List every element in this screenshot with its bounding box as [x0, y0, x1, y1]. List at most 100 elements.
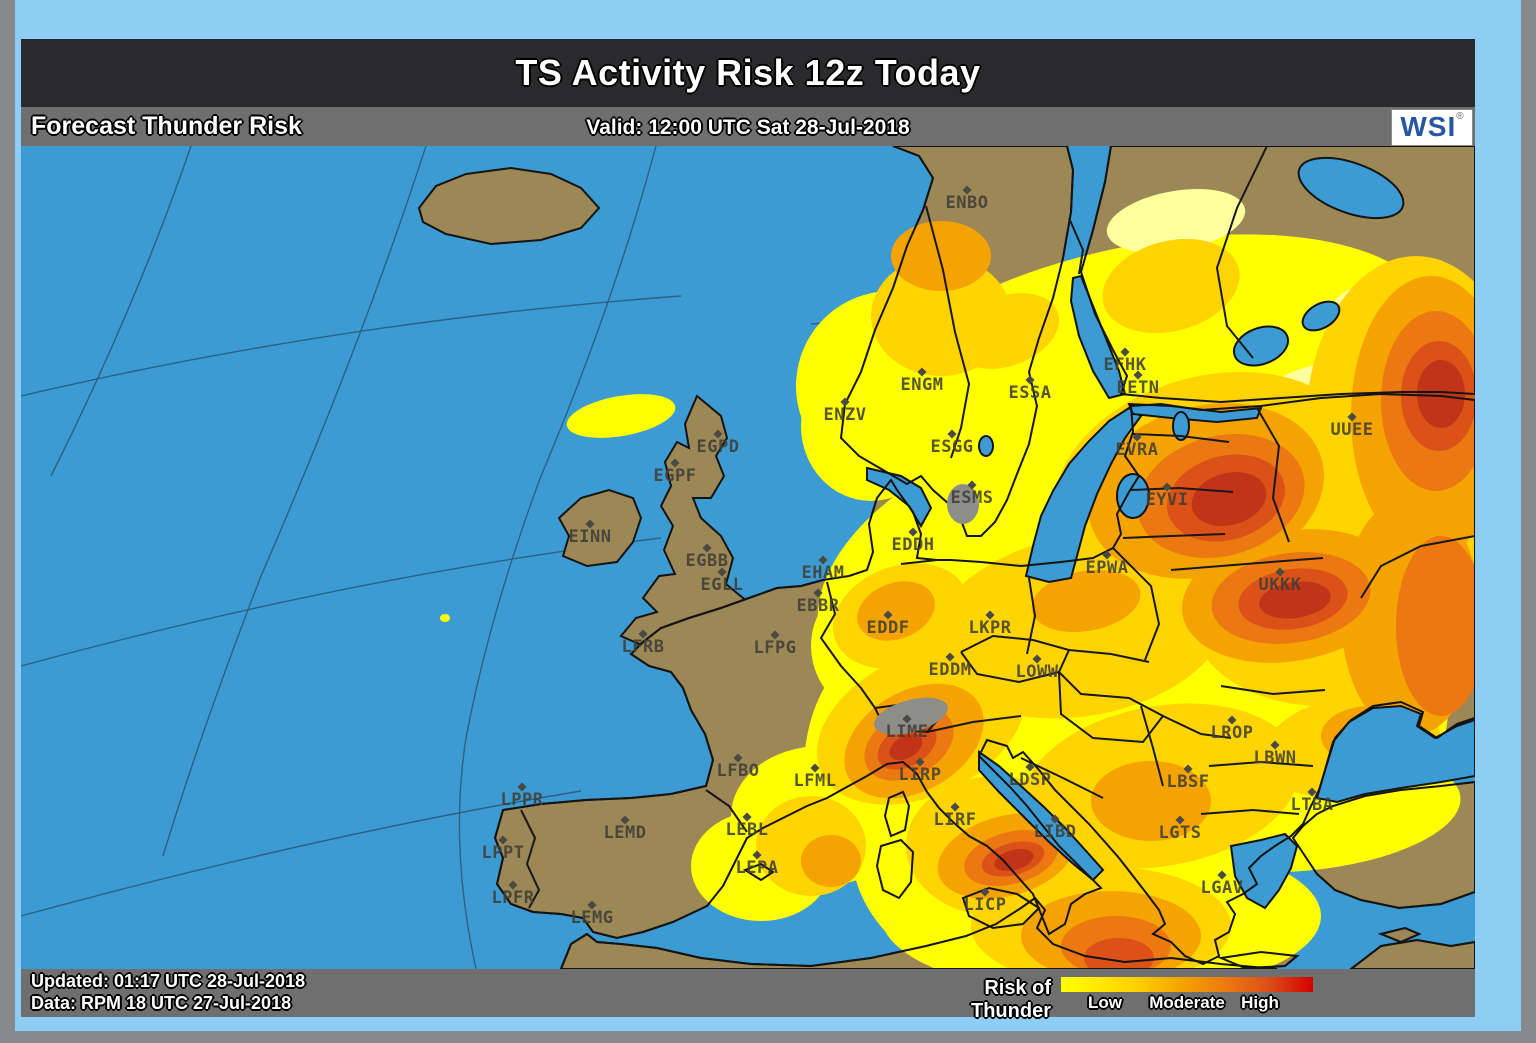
station-label: LGAV: [1201, 878, 1244, 898]
product-name-label: Forecast Thunder Risk: [31, 112, 302, 140]
risk-contour: [1396, 536, 1486, 716]
station-label: EGLL: [701, 575, 744, 595]
station-label: EYVI: [1146, 490, 1189, 510]
station-label: LPFR: [492, 888, 535, 908]
station-label: EPWA: [1086, 558, 1129, 578]
station-label: LIRP: [899, 765, 942, 785]
legend-gradient-bar: [1061, 977, 1313, 992]
footer-bar: Updated: 01:17 UTC 28-Jul-2018 Data: RPM…: [21, 969, 1475, 1022]
risk-contour: [994, 849, 1034, 871]
station-label: LOWW: [1016, 662, 1059, 682]
station-marker-icon: [1275, 567, 1285, 577]
risk-contour: [952, 293, 1060, 369]
station-label: EDDM: [929, 660, 972, 680]
station-label: EVRA: [1116, 440, 1159, 460]
station-label: EBBR: [797, 596, 840, 616]
wsi-logo-text: WSI: [1400, 111, 1457, 142]
legend-title: Risk of Thunder: [971, 977, 1051, 1022]
station-label: ENZV: [824, 405, 867, 425]
station-label: EINN: [569, 527, 612, 547]
station-marker-icon: [1270, 740, 1280, 750]
legend-label-high: High: [1241, 993, 1279, 1012]
station-label: EDDF: [867, 618, 910, 638]
station-marker-icon: [1102, 550, 1112, 560]
page-title: TS Activity Risk 12z Today: [515, 52, 981, 93]
station-marker-icon: [1025, 762, 1035, 772]
forecast-map: ENBO EGPD EGPF EINN EGBB EGLL ENZV ENGM ESGG ESMS…: [20, 145, 1526, 996]
risk-contour: [801, 835, 861, 887]
risk-contour: [801, 351, 941, 501]
station-marker-icon: [1132, 432, 1142, 442]
station-label: LIBD: [1034, 822, 1077, 842]
station-marker-icon: [1050, 814, 1060, 824]
station-label: LFML: [794, 771, 837, 791]
station-label: LTBA: [1291, 795, 1334, 815]
risk-contour: [1191, 472, 1267, 526]
risk-contour: [1031, 569, 1141, 633]
station-label: LEMG: [571, 908, 614, 928]
legend-label-moderate: Moderate: [1149, 993, 1225, 1012]
station-marker-icon: [1307, 787, 1317, 797]
risk-contour: [1417, 360, 1465, 428]
station-marker-icon: [1120, 347, 1130, 357]
water-bodies: [866, 156, 1476, 910]
station-label: LBWN: [1254, 748, 1297, 768]
station-marker-icon: [1133, 370, 1143, 380]
station-label: ENBO: [946, 193, 989, 213]
station-label: LKPR: [969, 618, 1012, 638]
station-label: LEMD: [604, 823, 647, 843]
station-marker-icon: [1025, 375, 1035, 385]
station-label: LEBL: [726, 820, 769, 840]
station-label: EETN: [1117, 378, 1160, 398]
station-label: LPPR: [501, 790, 544, 810]
risk-contour: [440, 614, 450, 622]
station-marker-icon: [1347, 412, 1357, 422]
risk-contour: [1106, 189, 1246, 253]
station-label: EHAM: [802, 563, 845, 583]
wsi-logo: WSI ®: [1391, 109, 1473, 146]
product-panel: TS Activity Risk 12z Today Forecast Thun…: [20, 39, 1526, 1022]
station-marker-icon: [1175, 815, 1185, 825]
country-borders: [520, 145, 1476, 909]
station-label: UKKK: [1259, 575, 1302, 595]
station-label: LICP: [964, 895, 1007, 915]
station-label: LFRB: [622, 637, 665, 657]
station-label: LFBO: [717, 761, 760, 781]
data-source-label: Data: RPM 18 UTC 27-Jul-2018: [31, 993, 292, 1013]
subtitle-bar: Forecast Thunder Risk Valid: 12:00 UTC S…: [21, 107, 1475, 146]
station-label: UUEE: [1331, 420, 1374, 440]
station-label: EGPD: [697, 437, 740, 457]
station-marker-icon: [1032, 654, 1042, 664]
station-label: EFHK: [1104, 355, 1147, 375]
station-label: LEPA: [736, 858, 779, 878]
station-marker-icon: [1217, 870, 1227, 880]
terrain-patches: [874, 484, 979, 735]
risk-contour: [891, 221, 991, 291]
station-label: LDSP: [1009, 770, 1052, 790]
legend-label-low: Low: [1088, 993, 1122, 1012]
updated-timestamp: Updated: 01:17 UTC 28-Jul-2018: [31, 971, 306, 991]
station-marker-icon: [1162, 482, 1172, 492]
risk-contour: [1259, 581, 1331, 619]
station-label: EGPF: [654, 466, 697, 486]
station-marker-icon: [1227, 715, 1237, 725]
risk-contour: [566, 394, 676, 438]
station-label: LPPT: [482, 843, 525, 863]
station-label: LIME: [886, 722, 929, 742]
risk-contour: [1102, 238, 1240, 334]
station-label: LIRF: [934, 810, 977, 830]
station-label: EGBB: [686, 551, 729, 571]
station-label: LBSF: [1167, 772, 1210, 792]
station-label: ESMS: [951, 488, 994, 508]
wsi-registered-mark: ®: [1456, 111, 1464, 122]
station-label: LGTS: [1159, 823, 1202, 843]
station-label: ESSA: [1009, 383, 1052, 403]
risk-contour: [857, 581, 935, 641]
station-label: LFPG: [754, 638, 797, 658]
station-marker-icon: [1183, 764, 1193, 774]
station-label: LROP: [1211, 723, 1254, 743]
title-bar: TS Activity Risk 12z Today: [21, 39, 1475, 107]
risk-contour: [889, 733, 923, 761]
